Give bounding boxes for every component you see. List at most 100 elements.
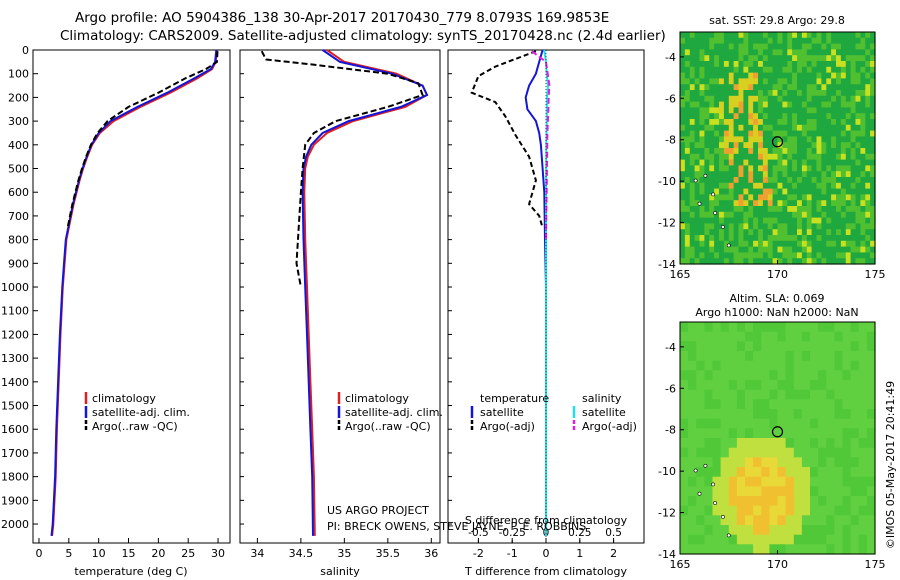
series-line-t-argo <box>470 50 544 229</box>
map-cell <box>748 90 754 97</box>
map-cell <box>821 136 827 143</box>
map-cell <box>758 142 764 149</box>
map-cell <box>870 43 876 50</box>
map-x-tick-label: 170 <box>767 268 788 281</box>
map-cell <box>680 153 686 161</box>
map-cell <box>865 211 871 219</box>
x-tick-label: 2 <box>610 547 617 560</box>
map-cell <box>865 171 871 178</box>
map-cell <box>782 258 788 265</box>
map-cell <box>806 252 813 259</box>
map-cell <box>850 171 857 178</box>
map-cell <box>845 188 852 195</box>
map-cell <box>753 418 762 429</box>
map-cell <box>806 113 813 120</box>
map-cell <box>714 136 720 143</box>
map-cell <box>762 66 769 74</box>
map-cell <box>797 119 803 126</box>
map-cell <box>689 124 696 132</box>
map-cell <box>777 409 787 420</box>
map-cell <box>840 217 847 224</box>
map-cell <box>870 217 876 224</box>
map-cell <box>719 37 725 45</box>
map-cell <box>870 252 876 259</box>
map-cell <box>728 438 738 449</box>
map-cell <box>753 194 759 201</box>
map-cell <box>762 37 769 45</box>
map-cell <box>762 194 769 201</box>
map-cell <box>728 486 738 497</box>
x-tick-label: 0 <box>35 547 42 560</box>
map-cell <box>758 223 764 230</box>
map-cell <box>792 124 798 132</box>
map-cell <box>855 246 861 253</box>
map-cell <box>762 130 769 137</box>
map-cell <box>720 457 730 468</box>
map-cell <box>870 66 876 74</box>
map-cell <box>680 351 689 362</box>
map-cell <box>723 55 730 62</box>
map-cell <box>699 142 705 149</box>
map-cell <box>758 90 764 97</box>
map-cell <box>719 217 725 224</box>
map-cell <box>712 457 722 468</box>
map-cell <box>865 165 871 172</box>
map-cell <box>689 101 696 108</box>
map-cell <box>694 55 701 62</box>
map-cell <box>821 142 827 149</box>
map-cell <box>801 341 811 352</box>
map-cell <box>818 476 827 487</box>
map-y-tick-label: -8 <box>665 424 676 437</box>
map-cell <box>733 258 740 265</box>
map-cell <box>831 258 837 265</box>
map-cell <box>704 113 710 120</box>
map-cell <box>816 148 822 155</box>
map-cell <box>826 37 832 45</box>
map-cell <box>860 66 866 74</box>
map-cell <box>696 360 705 371</box>
map-cell <box>733 148 740 155</box>
map-cell <box>787 124 793 132</box>
map-cell <box>704 476 714 487</box>
map-cell <box>748 148 754 155</box>
map-cell <box>714 171 720 178</box>
map-cell <box>831 182 837 190</box>
map-cell <box>688 525 697 536</box>
map-cell <box>704 235 710 242</box>
map-cell <box>870 171 876 178</box>
map-cell <box>689 240 696 248</box>
map-cell <box>680 534 689 545</box>
map-cell <box>831 165 837 172</box>
map-cell <box>714 217 720 224</box>
map-cell <box>866 418 876 429</box>
map-cell <box>680 341 689 352</box>
map-cell <box>699 66 705 74</box>
map-cell <box>753 331 762 342</box>
map-cell <box>777 113 783 120</box>
map-cell <box>736 486 746 497</box>
map-cell <box>855 37 861 45</box>
map-cell <box>831 206 837 213</box>
map-cell <box>782 235 788 242</box>
map-cell <box>831 72 837 79</box>
map-cell <box>793 380 803 391</box>
map-cell <box>845 95 852 103</box>
map-cell <box>836 61 842 68</box>
map-cell <box>840 72 847 79</box>
map-cell <box>840 95 847 103</box>
map-cell <box>767 72 774 79</box>
map-cell <box>762 258 769 265</box>
map-cell <box>801 515 811 526</box>
map-cell <box>714 182 720 190</box>
map-cell <box>743 66 749 74</box>
map-cell <box>792 240 798 248</box>
map-cell <box>761 418 770 429</box>
map-x-tick-label: 175 <box>865 558 886 571</box>
map-cell <box>767 182 774 190</box>
map-cell <box>753 78 759 85</box>
map-cell <box>704 447 714 458</box>
y-tick-label: 1700 <box>1 447 29 460</box>
map-cell <box>767 159 774 166</box>
map-cell <box>767 153 774 161</box>
map-cell <box>785 525 795 536</box>
